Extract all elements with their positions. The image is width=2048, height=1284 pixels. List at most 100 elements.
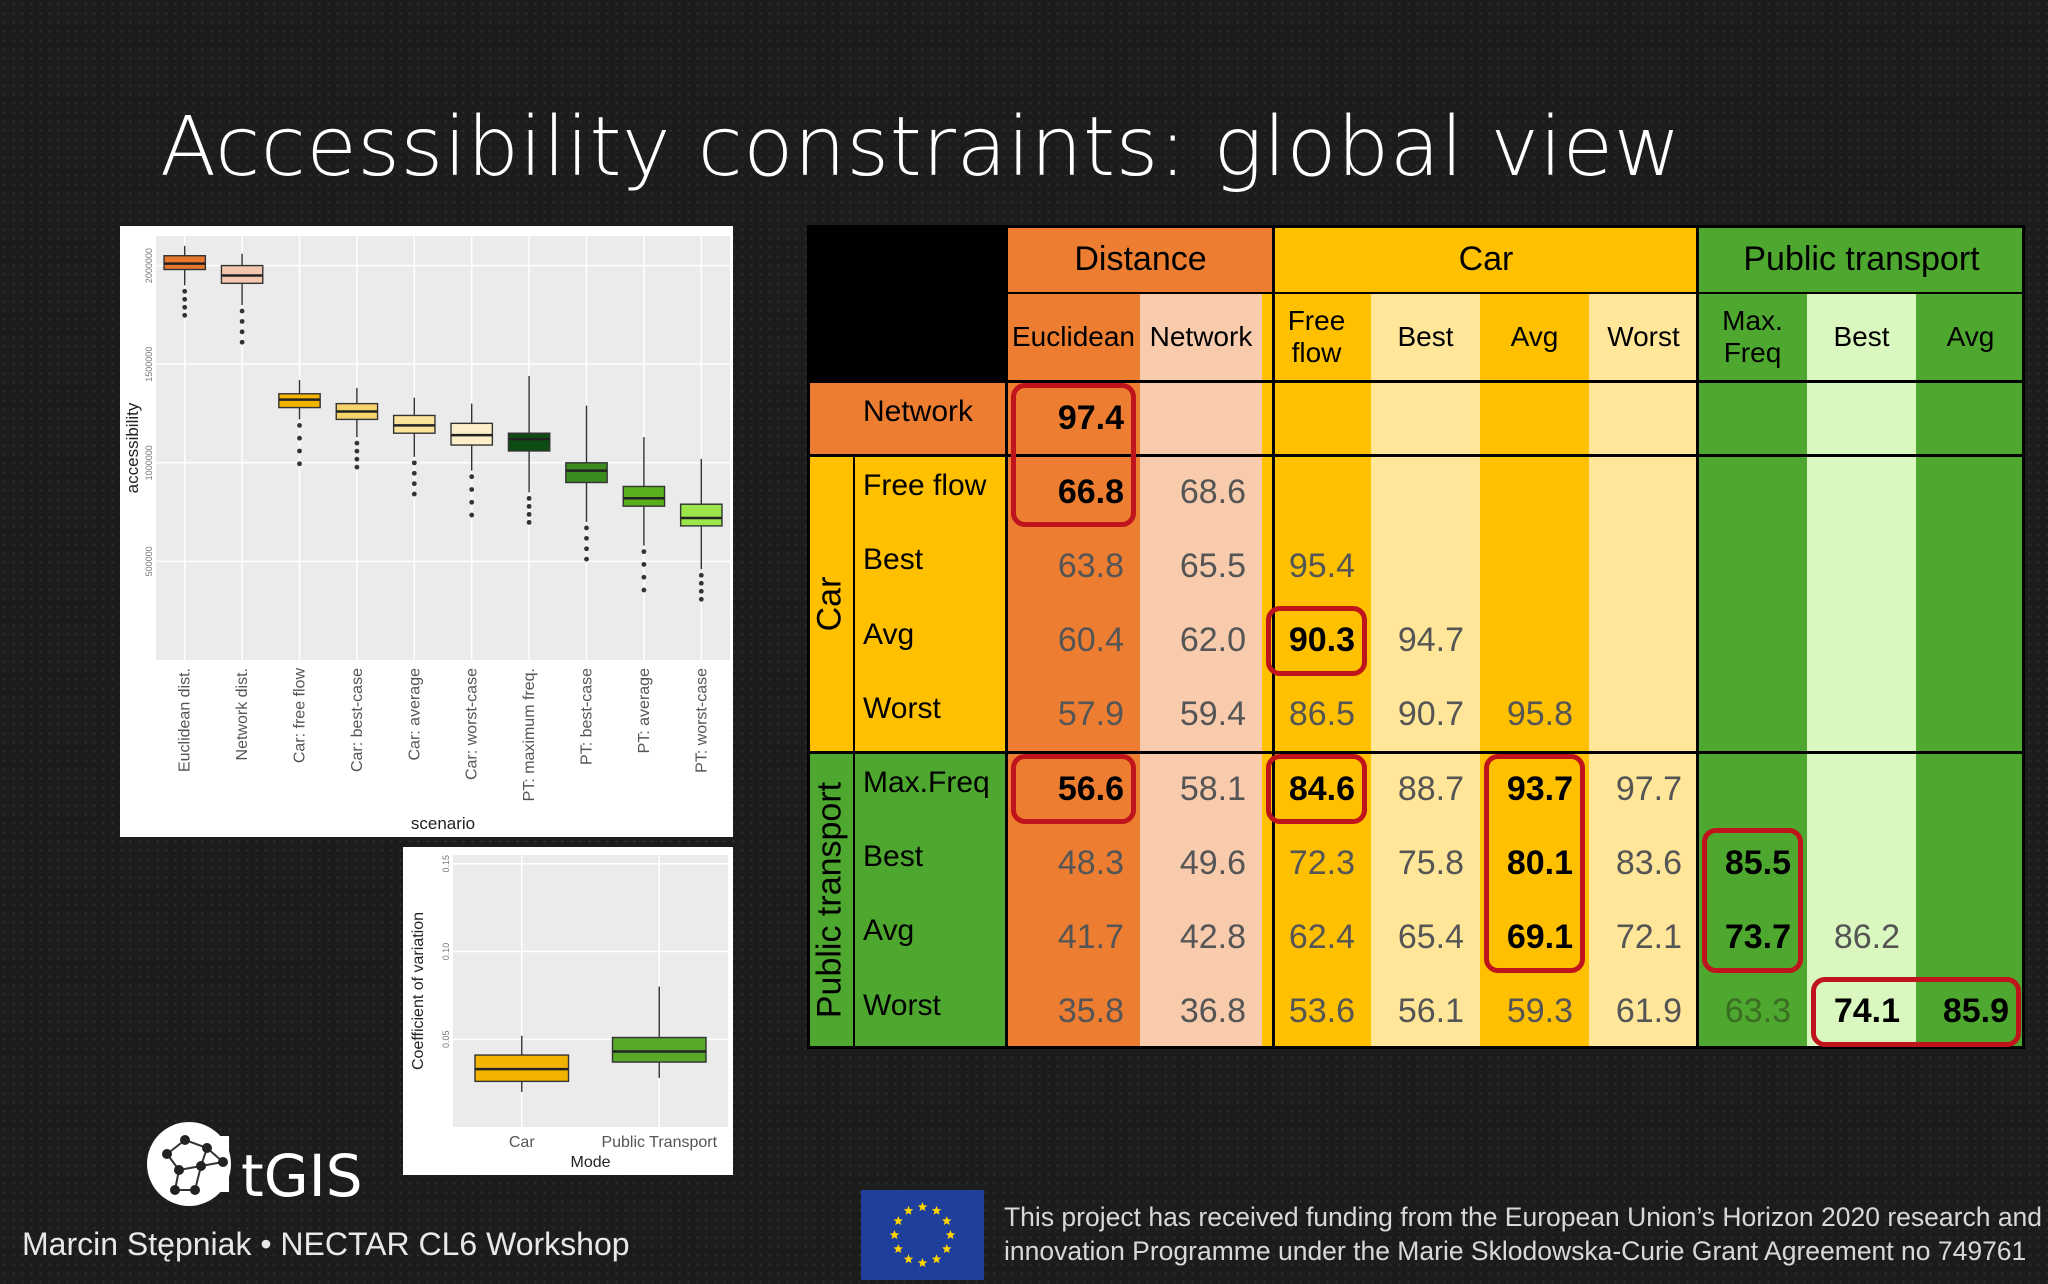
- table-value: 42.8: [1179, 917, 1246, 956]
- table-value: 86.2: [1833, 917, 1900, 956]
- y-axis-title: accessibility: [123, 402, 142, 493]
- x-tick-label: PT: maximum freq.: [521, 668, 538, 801]
- tgis-logo: tGIS: [145, 1118, 363, 1210]
- table-value: 53.6: [1288, 992, 1355, 1031]
- highlighted-value: 74.1: [1833, 992, 1900, 1031]
- row-label: Free flow: [863, 469, 987, 503]
- row-group-label-text: Public transport: [810, 782, 849, 1019]
- outlier-point: [584, 535, 589, 541]
- eu-star: [917, 1258, 928, 1267]
- outlier-point: [354, 464, 360, 470]
- eu-star: [903, 1205, 914, 1215]
- outlier-point: [469, 474, 475, 480]
- outlier-point: [182, 312, 188, 318]
- highlight-box: [1266, 605, 1367, 676]
- outlier-point: [641, 574, 647, 580]
- column-header: Network: [1140, 293, 1262, 381]
- table-value: 65.4: [1397, 917, 1464, 956]
- y-axis-title: Coefficient of variation: [410, 912, 427, 1070]
- highlighted-value: 80.1: [1506, 843, 1573, 882]
- outlier-point: [239, 308, 245, 314]
- slide-title: Accessibility constraints: global view: [160, 100, 1682, 195]
- row-label-bg-pt: [807, 752, 1007, 1049]
- highlighted-value: 69.1: [1506, 917, 1573, 956]
- highlight-box: [1011, 383, 1136, 528]
- column-header: Max. Freq: [1698, 293, 1807, 381]
- table-corner: [807, 225, 1007, 381]
- outlier-point: [411, 470, 417, 476]
- footer-author: Marcin Stępniak • NECTAR CL6 Workshop: [22, 1226, 630, 1262]
- y-tick-label: 1500000: [144, 347, 154, 382]
- column-header: Worst: [1589, 293, 1698, 381]
- table-value: 62.0: [1179, 621, 1246, 660]
- x-tick-label: Euclidean dist.: [177, 668, 194, 772]
- row-label: Worst: [863, 691, 941, 725]
- outlier-point: [354, 448, 360, 454]
- table-value: 36.8: [1179, 992, 1246, 1031]
- row-label: Network: [863, 395, 974, 428]
- x-tick-label: Car: [509, 1134, 535, 1151]
- column-header: Avg: [1916, 293, 2025, 381]
- outlier-point: [182, 296, 188, 302]
- highlighted-value: 66.8: [1057, 472, 1124, 511]
- row-label: Best: [863, 543, 924, 577]
- row-group-label: Car: [807, 455, 853, 752]
- table-value: 48.3: [1057, 843, 1124, 882]
- x-axis-title: scenario: [411, 814, 475, 833]
- outlier-point: [182, 288, 188, 294]
- column-fill: [1916, 381, 2025, 1049]
- eu-star: [942, 1244, 952, 1253]
- outlier-point: [698, 572, 704, 578]
- outlier-point: [411, 460, 417, 466]
- column-fill: [1480, 381, 1589, 1049]
- x-tick-label: Car: average: [406, 668, 423, 761]
- table-value: 62.4: [1288, 917, 1355, 956]
- eu-star: [917, 1202, 928, 1211]
- outlier-point: [469, 512, 475, 518]
- table-value: 56.1: [1397, 992, 1464, 1031]
- highlight-box: [1702, 828, 1803, 973]
- highlighted-value: 56.6: [1057, 769, 1124, 808]
- table-value: 94.7: [1397, 621, 1464, 660]
- table-value: 35.8: [1057, 992, 1124, 1031]
- funding-line-2: innovation Programme under the Marie Skl…: [1004, 1236, 2027, 1266]
- table-value: 60.4: [1057, 621, 1124, 660]
- x-tick-label: Public Transport: [601, 1134, 717, 1151]
- table-value: 90.7: [1397, 695, 1464, 734]
- column-header: Free flow: [1262, 293, 1371, 381]
- table-value: 75.8: [1397, 843, 1464, 882]
- row-label: Worst: [863, 988, 941, 1022]
- table-value: 68.6: [1179, 472, 1246, 511]
- x-tick-label: Car: worst-case: [464, 668, 481, 780]
- y-tick-label: 2000000: [144, 248, 154, 283]
- table-rule: [1696, 225, 1699, 1049]
- outlier-point: [526, 511, 532, 517]
- highlight-box: [1266, 754, 1367, 825]
- table-rule: [807, 380, 2025, 383]
- row-label-bg-car: [807, 455, 1007, 752]
- plot-panel: [156, 236, 730, 660]
- outlier-point: [698, 580, 704, 586]
- outlier-point: [698, 596, 704, 602]
- column-header: Avg: [1480, 293, 1589, 381]
- table-rule: [1005, 225, 1008, 1049]
- outlier-point: [182, 304, 188, 310]
- highlighted-value: 85.9: [1942, 992, 2009, 1031]
- row-label-bg-network: [807, 381, 1007, 456]
- row-label: Avg: [863, 617, 915, 651]
- table-rule: [2022, 225, 2025, 1049]
- funding-line-1: This project has received funding from t…: [1004, 1202, 2043, 1232]
- outlier-point: [411, 491, 417, 497]
- column-fill: [1371, 381, 1480, 1049]
- outlier-point: [239, 339, 245, 345]
- box: [622, 485, 666, 507]
- x-tick-label: Car: best-case: [349, 668, 366, 772]
- outlier-point: [297, 448, 302, 454]
- highlighted-value: 97.4: [1057, 398, 1124, 437]
- outlier-point: [526, 495, 532, 501]
- eu-star: [903, 1254, 914, 1264]
- plot-panel: [453, 855, 728, 1127]
- outlier-point: [297, 423, 302, 428]
- column-header: Best: [1371, 293, 1480, 381]
- table-value: 41.7: [1057, 917, 1124, 956]
